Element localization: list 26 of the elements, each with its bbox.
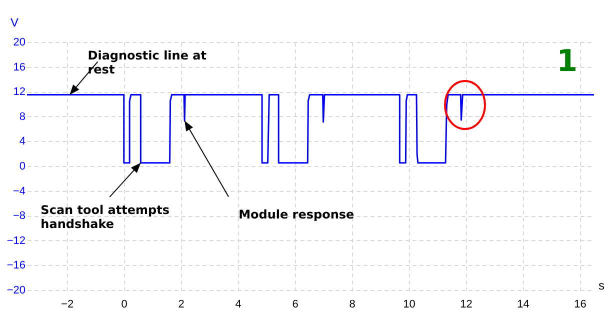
y-tick-label: 20 xyxy=(13,36,26,48)
x-axis-title: s xyxy=(598,278,604,292)
x-tick-label: 16 xyxy=(574,298,586,310)
y-tick-label: 16 xyxy=(13,61,26,74)
x-tick-label: 6 xyxy=(292,298,298,310)
x-tick-label: 12 xyxy=(460,298,472,310)
y-tick-label: 4 xyxy=(19,136,26,148)
y-tick-label: −4 xyxy=(12,185,26,198)
y-tick-label: −20 xyxy=(6,284,26,296)
y-tick-label: −12 xyxy=(6,234,26,247)
y-tick-label: −8 xyxy=(12,210,26,222)
y-tick-label: 12 xyxy=(13,86,26,98)
y-tick-label: 8 xyxy=(19,110,26,123)
annotation: Module response xyxy=(238,208,354,222)
x-tick-label: 14 xyxy=(517,298,530,310)
annotation: Scan tool attempts handshake xyxy=(40,202,170,231)
annotation: 1 xyxy=(556,44,578,79)
y-tick-label: 0 xyxy=(19,160,26,172)
x-tick-label: 8 xyxy=(349,298,356,310)
x-tick-label: −2 xyxy=(61,298,74,310)
y-axis-title: V xyxy=(10,16,19,30)
x-tick-label: 0 xyxy=(121,298,128,310)
x-tick-label: 10 xyxy=(403,298,416,310)
x-tick-label: 4 xyxy=(235,298,242,310)
x-tick-label: 2 xyxy=(178,298,184,310)
y-tick-label: −16 xyxy=(6,260,26,272)
